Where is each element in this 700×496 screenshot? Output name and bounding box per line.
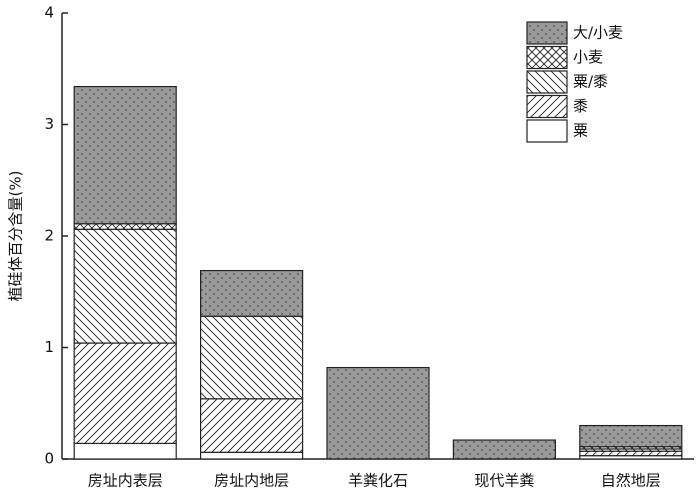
bar-segment: [579, 450, 683, 457]
x-tick-label: 房址内地层: [214, 472, 289, 490]
bar-segment: [200, 269, 304, 317]
bar-segment: [73, 442, 177, 460]
y-tick-label: 3: [44, 115, 54, 133]
legend-swatch: [526, 70, 568, 94]
bar-segment: [200, 451, 304, 460]
y-tick-label: 2: [44, 227, 54, 245]
x-tick-label: 羊粪化石: [348, 472, 408, 490]
bar-segment: [200, 398, 304, 453]
y-tick-label: 0: [44, 450, 54, 468]
bar-segment: [452, 439, 556, 460]
bar-segment: [73, 85, 177, 225]
y-tick-label: 4: [44, 4, 54, 22]
bar-segment: [73, 228, 177, 344]
bar-segment: [579, 424, 683, 448]
bar-segment: [73, 223, 177, 230]
bar-segment: [73, 342, 177, 444]
legend-label: 大/小麦: [573, 24, 623, 42]
legend-swatch: [526, 45, 568, 70]
x-tick-label: 现代羊粪: [474, 472, 534, 490]
x-tick-label: 房址内表层: [88, 472, 163, 490]
legend-label: 黍: [573, 97, 588, 115]
legend-label: 粟: [573, 122, 588, 140]
x-tick-label: 自然地层: [601, 472, 661, 490]
y-tick-label: 1: [44, 338, 54, 356]
bar-segment: [326, 366, 430, 460]
legend-swatch: [526, 94, 568, 119]
legend-swatch: [526, 21, 568, 45]
bar-segment: [200, 315, 304, 400]
legend-swatch: [526, 119, 568, 143]
y-axis-label: 植硅体百分含量(%): [7, 171, 25, 302]
legend-label: 小麦: [573, 48, 603, 66]
legend-label: 粟/黍: [573, 73, 608, 91]
